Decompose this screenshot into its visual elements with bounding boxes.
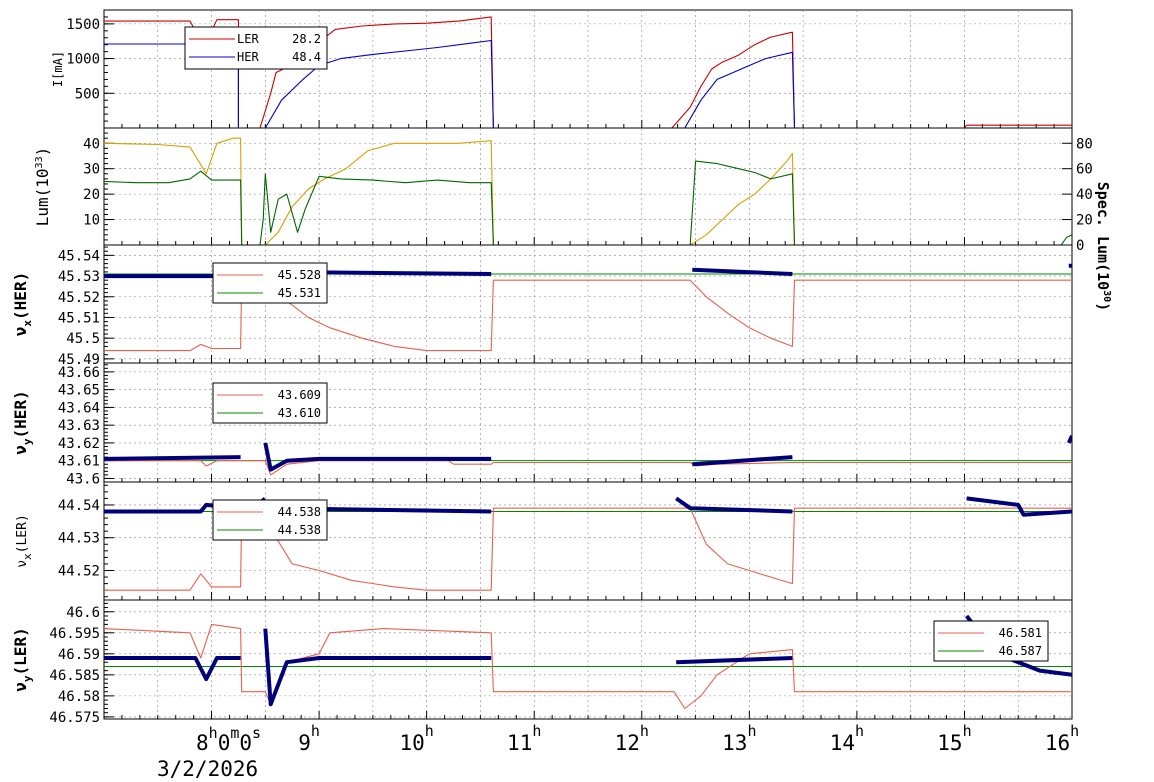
x-tick-label: 12h [615, 722, 649, 755]
y-tick-label: 45.52 [58, 290, 100, 306]
y-axis-label: νx(LER) [15, 514, 34, 568]
right-tick-label: 60 [1076, 162, 1093, 178]
series-line-trace-0 [104, 507, 1072, 591]
y-tick-label: 45.53 [58, 269, 100, 285]
y-tick-label: 46.575 [49, 710, 100, 726]
legend-value: 46.587 [999, 644, 1042, 658]
x-tick-label: 13h [722, 722, 756, 755]
x-tick-label: 10h [400, 722, 434, 755]
y-tick-label: 44.53 [58, 531, 100, 547]
legend-box [933, 620, 1049, 662]
y-axis-label: Lum(1033) [33, 147, 52, 226]
y-tick-label: 45.54 [58, 248, 100, 264]
y-tick-label: 20 [83, 187, 100, 203]
y-tick-label: 44.52 [58, 564, 100, 580]
legend-value: 44.538 [278, 523, 321, 537]
panel-nuy_ler: 46.575 46.58 46.585 46.59 46.595 46.6 νy(LER) 4… [11, 599, 1073, 726]
right-tick-label: 80 [1076, 136, 1093, 152]
legend-value: 45.531 [278, 286, 321, 300]
y-tick-label: 43.65 [58, 383, 100, 399]
legend-value: 28.2 [292, 32, 321, 46]
panel-nux_ler: 44.52 44.53 44.54 νx(LER) 44.538 44.538 [15, 481, 1073, 601]
legend-value: 43.610 [278, 406, 321, 420]
legend-box [184, 26, 328, 70]
legend-series-name: LER [237, 32, 259, 46]
y-tick-label: 500 [75, 86, 100, 102]
series-line-trace-1 [104, 160, 1072, 245]
legend-series-name: HER [237, 50, 259, 64]
y-tick-label: 30 [83, 162, 100, 178]
y-tick-label: 1500 [66, 17, 100, 33]
y-tick-label: 45.5 [66, 331, 100, 347]
date-label: 3/2/2026 [157, 757, 258, 781]
y-tick-label: 40 [83, 136, 100, 152]
panel-frame [103, 599, 1073, 720]
x-axis: 9h 10h 11h 12h 13h 14h 15h 16h [298, 722, 1079, 755]
cursor-time-label: 8h0m0s [196, 724, 261, 755]
legend-box [212, 262, 328, 304]
panel-nux_her: 45.49 45.5 45.51 45.52 45.53 45.54 νx(HER) 45.5… [11, 244, 1073, 368]
panels-layer: 500 1000 1500 I[mA] LER 28.2 HER 48.4 10 20 30 40 Lu… [11, 9, 1112, 726]
x-tick-label: 14h [830, 722, 864, 755]
series-group [104, 263, 1072, 352]
x-tick-label: 15h [937, 722, 971, 755]
right-tick-label: 40 [1076, 187, 1093, 203]
legend-value: 43.609 [278, 388, 321, 402]
series-line-trace-1 [104, 614, 1072, 707]
y-tick-label: 1000 [66, 52, 100, 68]
legend-value: 46.581 [999, 626, 1042, 640]
y-axis-label: νy(HER) [11, 390, 34, 454]
series-group [104, 614, 1072, 710]
legend-value: 48.4 [292, 50, 321, 64]
series-group [104, 434, 1072, 476]
y-tick-label: 10 [83, 213, 100, 229]
series-line-ler [104, 16, 1072, 128]
x-tick-label: 11h [507, 722, 541, 755]
right-tick-label: 0 [1076, 238, 1084, 254]
y-tick-label: 46.6 [66, 605, 100, 621]
y-tick-label: 43.6 [66, 471, 100, 487]
y-tick-label: 45.49 [58, 352, 100, 368]
y-tick-label: 46.585 [49, 668, 100, 684]
series-line-trace-0 [104, 623, 1072, 710]
y-tick-label: 43.63 [58, 418, 100, 434]
y-tick-label: 46.59 [58, 647, 100, 663]
panel-frame [103, 127, 1073, 246]
legend-box [212, 499, 328, 541]
panel-current: 500 1000 1500 I[mA] LER 28.2 HER 48.4 [51, 9, 1073, 129]
series-line-trace-0 [104, 279, 1072, 352]
legend-value: 44.538 [278, 505, 321, 519]
y-axis-label: νx(HER) [11, 272, 34, 336]
y-tick-label: 44.54 [58, 498, 100, 514]
series-line-trace-1 [104, 434, 1072, 472]
y-axis-label: I[mA] [51, 51, 65, 87]
right-axis-label: Spec. Lum(1030) [1094, 182, 1112, 311]
y-tick-label: 45.51 [58, 310, 100, 326]
series-group [104, 137, 1072, 245]
y-tick-label: 43.62 [58, 436, 100, 452]
y-tick-label: 43.66 [58, 365, 100, 381]
y-tick-label: 43.61 [58, 454, 100, 470]
y-tick-label: 46.595 [49, 626, 100, 642]
right-tick-label: 20 [1076, 213, 1093, 229]
panel-lum: 10 20 30 40 Lum(1033) 0 20 40 60 80 Spec. Lum(1030… [33, 127, 1112, 311]
legend-value: 45.528 [278, 268, 321, 282]
legend-box [212, 382, 328, 424]
x-tick-label: 16h [1045, 722, 1079, 755]
y-tick-label: 46.58 [58, 689, 100, 705]
series-line-trace-0 [104, 137, 1072, 245]
y-tick-label: 43.64 [58, 400, 100, 416]
x-tick-label: 9h [298, 722, 320, 755]
y-axis-label: νy(LER) [11, 627, 34, 691]
